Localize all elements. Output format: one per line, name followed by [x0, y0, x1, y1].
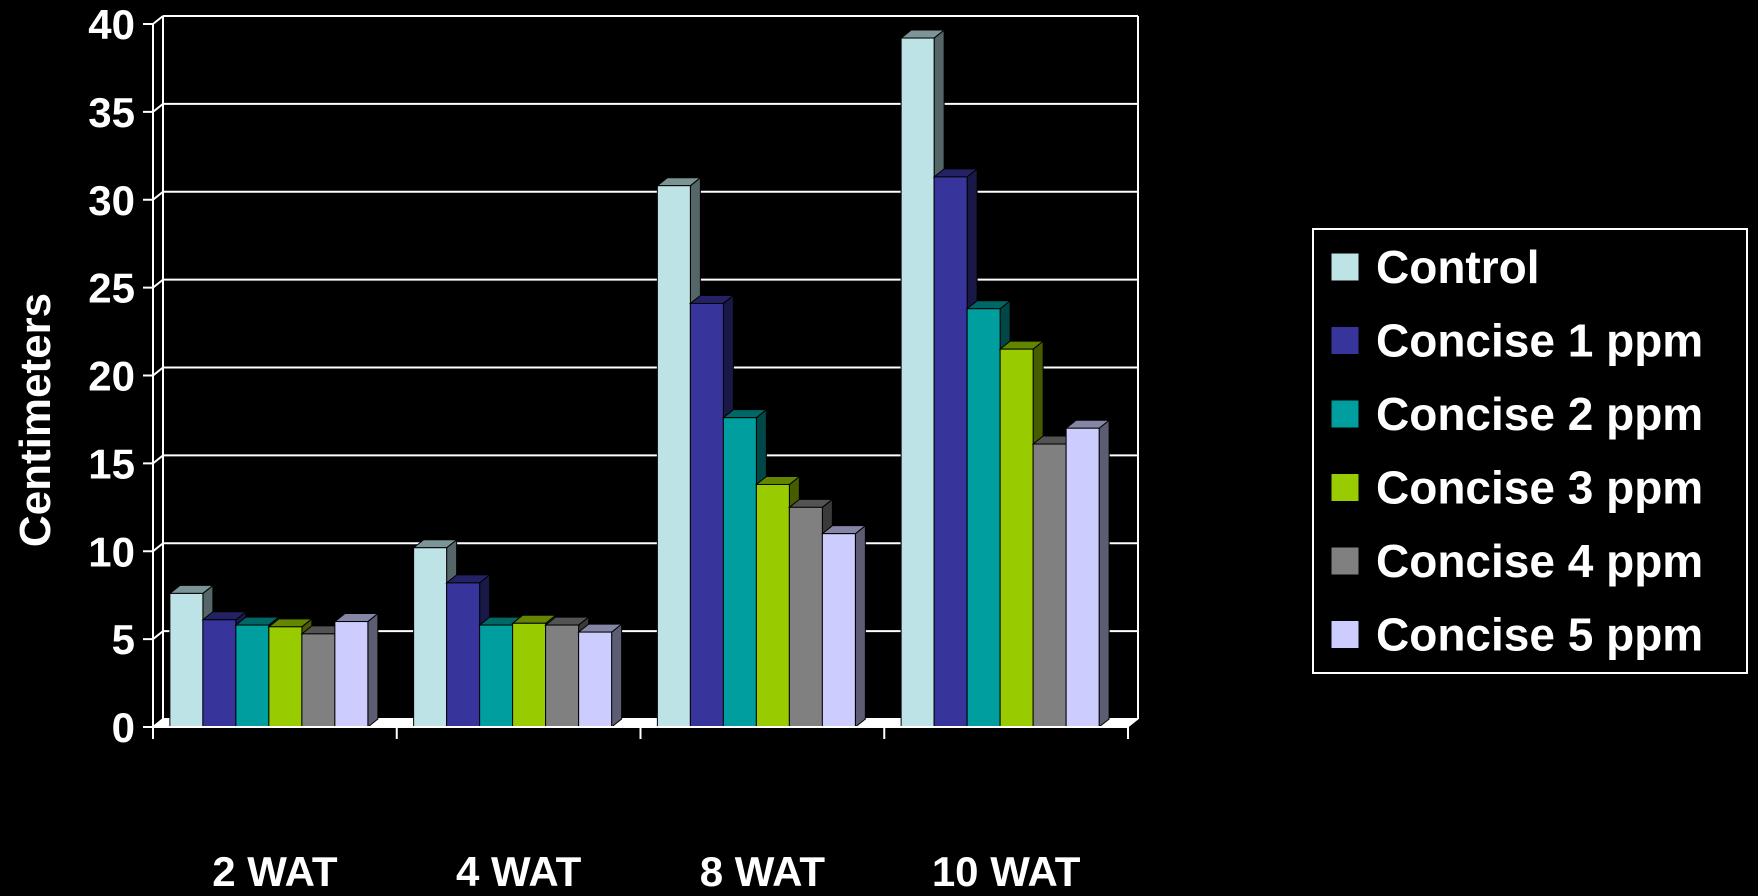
bar-side — [367, 612, 379, 729]
y-tick-label: 35 — [88, 89, 135, 136]
grid-line-diagonal — [152, 630, 164, 640]
legend-swatch — [1330, 620, 1360, 649]
legend-label: Concise 4 ppm — [1376, 535, 1703, 587]
grid-line-diagonal — [152, 278, 164, 289]
legend-item: Concise 3 ppm — [1330, 462, 1703, 514]
y-tick-label: 10 — [88, 528, 135, 575]
bar — [820, 524, 867, 729]
bar — [577, 623, 624, 729]
bar-front — [334, 621, 369, 728]
bar-front — [169, 592, 204, 728]
bar-front — [788, 506, 823, 728]
bar-front — [545, 624, 580, 728]
bar-front — [689, 302, 724, 728]
grid-line-diagonal — [152, 103, 164, 113]
x-tick-label: 2 WAT — [212, 848, 338, 895]
x-tick-label: 8 WAT — [700, 848, 826, 895]
legend-item: Concise 1 ppm — [1330, 315, 1703, 367]
y-tick-label: 25 — [88, 265, 135, 312]
bar-front — [656, 185, 691, 728]
bar-side — [854, 524, 866, 729]
bar-front — [578, 631, 613, 728]
bar-front — [755, 483, 790, 728]
bar-front — [446, 582, 481, 728]
bar — [1064, 419, 1111, 729]
legend-item: Concise 4 ppm — [1330, 535, 1703, 587]
grid-line-diagonal — [152, 454, 164, 465]
bar-front — [900, 37, 935, 728]
legend-label: Control — [1376, 241, 1540, 293]
y-tick-label: 30 — [88, 177, 135, 224]
bar-front — [966, 308, 1001, 728]
legend-swatch — [1330, 473, 1360, 502]
bar-side — [611, 623, 623, 729]
bar-side — [1098, 419, 1110, 729]
bar — [333, 612, 380, 729]
bars — [168, 29, 1111, 729]
y-tick-label: 0 — [112, 704, 135, 751]
y-tick-label: 40 — [88, 1, 135, 48]
legend-swatch — [1330, 326, 1360, 355]
y-tick-label: 5 — [112, 616, 135, 663]
legend-item: Concise 5 ppm — [1330, 609, 1703, 661]
bar-front — [999, 348, 1034, 728]
grid-line-diagonal — [152, 366, 164, 377]
bar-front — [413, 547, 448, 728]
bar-front — [235, 624, 270, 728]
bar-front — [512, 622, 547, 728]
legend-label: Concise 1 ppm — [1376, 315, 1703, 367]
y-tick-label: 20 — [88, 353, 135, 400]
x-tick-labels: 2 WAT 4 WAT 8 WAT 10 WAT — [212, 848, 1080, 895]
bar-front — [479, 624, 514, 728]
legend-swatch — [1330, 546, 1360, 576]
x-tick-label: 4 WAT — [456, 848, 582, 895]
legend-box — [1312, 228, 1748, 674]
bar-front — [268, 626, 303, 728]
legend-swatch — [1330, 399, 1360, 429]
bar-front — [722, 417, 757, 728]
bar-front — [933, 176, 968, 728]
grid-line-diagonal — [152, 15, 164, 25]
grid-line-diagonal — [152, 190, 164, 201]
legend-item: Concise 2 ppm — [1330, 388, 1703, 440]
bar-front — [301, 633, 336, 728]
legend-item: Control — [1330, 241, 1540, 293]
legend: Control Concise 1 ppm Concise 2 ppm Concise… — [1312, 228, 1748, 674]
legend-label: Concise 5 ppm — [1376, 609, 1703, 661]
legend-swatch — [1330, 252, 1360, 282]
y-tick-labels: 0 5 10 15 20 25 30 35 40 — [88, 1, 135, 751]
bar-front — [1032, 443, 1067, 728]
y-axis-label: Centimeters — [11, 293, 60, 547]
bar-front — [1065, 427, 1100, 728]
axes — [143, 16, 1129, 739]
x-tick-label: 10 WAT — [932, 848, 1081, 895]
y-tick-label: 15 — [88, 440, 135, 487]
bar-front — [202, 619, 237, 728]
grid-line-diagonal — [152, 542, 164, 553]
bar-front — [821, 533, 856, 728]
legend-label: Concise 2 ppm — [1376, 388, 1703, 440]
legend-label: Concise 3 ppm — [1376, 462, 1703, 514]
